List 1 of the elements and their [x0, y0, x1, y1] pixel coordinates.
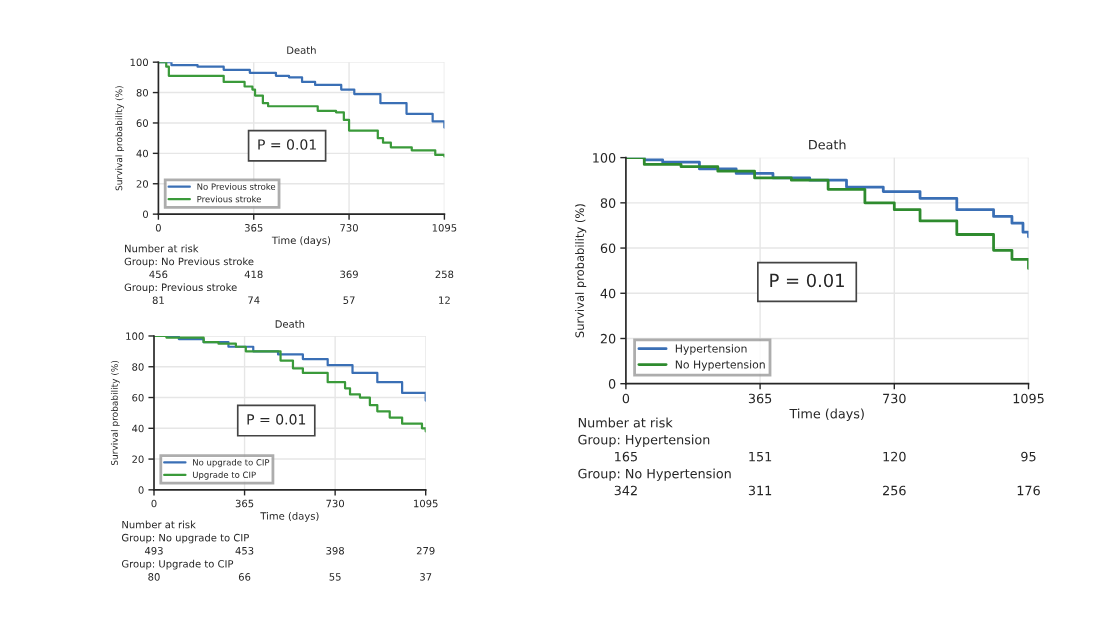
- annotation: P = 0.01: [770, 273, 844, 288]
